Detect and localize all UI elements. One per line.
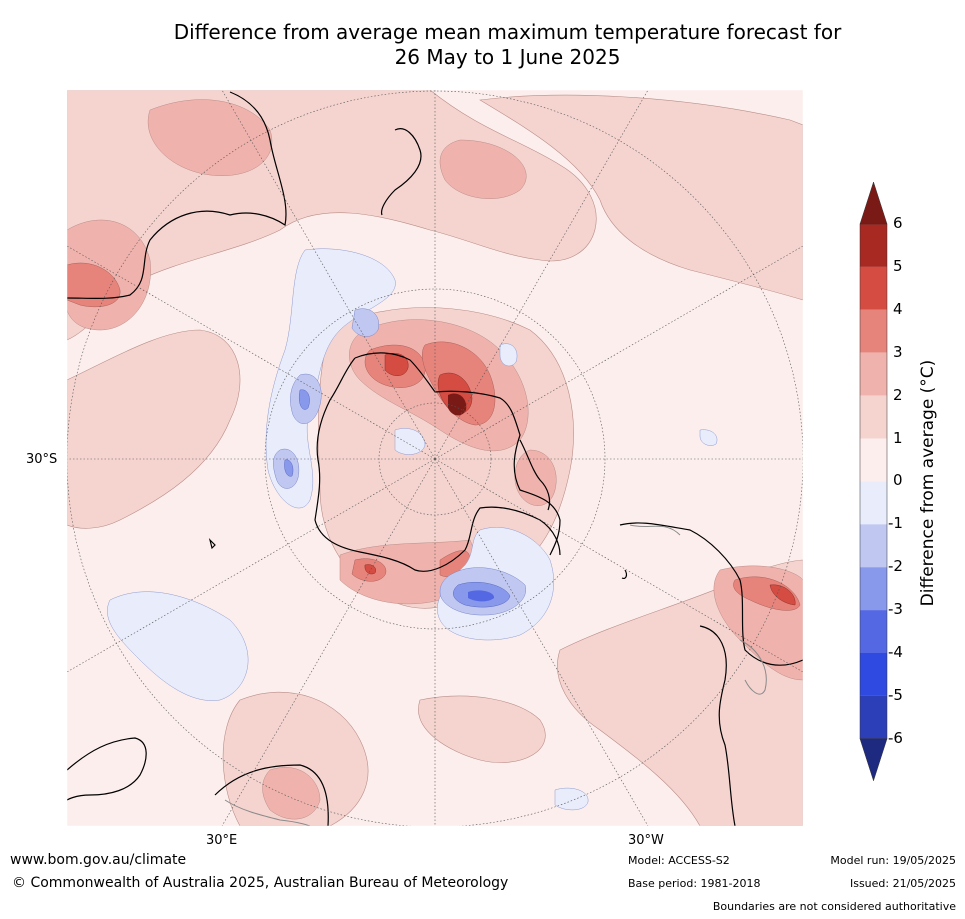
colorbar-tick-label: 5 — [893, 256, 903, 275]
map-title-line2: 26 May to 1 June 2025 — [394, 45, 621, 69]
lat-label-30s: 30°S — [26, 452, 58, 467]
colorbar-tick-label: -6 — [888, 728, 903, 747]
country-boundaries — [224, 524, 767, 826]
colorbar-segment — [860, 695, 887, 739]
colorbar-title: Difference from average (°C) — [918, 359, 938, 607]
footer-disclaimer: Boundaries are not considered authoritat… — [712, 900, 956, 913]
anomaly-regions-minus4 — [468, 590, 495, 602]
colorbar-extend-max — [859, 181, 888, 225]
colorbar-tick-label: 2 — [893, 385, 903, 404]
colorbar-tick-label: -1 — [888, 514, 903, 533]
colorbar-segment — [860, 524, 887, 568]
colorbar-tick-label: 0 — [893, 471, 903, 490]
footer-model: Model: ACCESS-S2 — [628, 854, 730, 867]
colorbar-tick-label: -3 — [888, 600, 903, 619]
colorbar-segment — [860, 653, 887, 696]
colorbar-segment — [860, 266, 887, 310]
colorbar-segment — [860, 438, 887, 482]
lon-label-30e: 30°E — [206, 833, 238, 848]
footer-issued: Issued: 21/05/2025 — [849, 877, 956, 890]
map-title-line1: Difference from average mean maximum tem… — [173, 20, 842, 44]
colorbar-tick-label: -4 — [888, 643, 903, 661]
colorbar-extend-min — [859, 738, 888, 782]
anomaly-regions-plus3 — [67, 262, 801, 611]
footer-copyright: © Commonwealth of Australia 2025, Austra… — [12, 875, 509, 891]
colorbar-tick-label: 6 — [893, 214, 903, 232]
graticule — [67, 90, 803, 826]
colorbar-segment — [860, 395, 887, 439]
colorbar-tick-label: 4 — [893, 299, 903, 318]
colorbar-tick-label: 1 — [893, 428, 903, 447]
map-panel — [67, 90, 803, 826]
colorbar-segment — [860, 610, 887, 653]
coastlines — [67, 91, 803, 826]
colorbar-segment — [860, 224, 887, 267]
colorbar — [859, 181, 888, 782]
lon-label-30w: 30°W — [628, 833, 664, 848]
colorbar-frame — [859, 223, 888, 740]
map-title: Difference from average mean maximum tem… — [0, 20, 965, 70]
colorbar-segment — [860, 567, 887, 611]
colorbar-tick-label: -2 — [888, 557, 903, 576]
map-frame — [66, 89, 804, 827]
colorbar-segment — [860, 309, 887, 353]
footer-model-run: Model run: 19/05/2025 — [830, 854, 956, 867]
colorbar-segment — [860, 481, 887, 525]
colorbar-tick-label: -5 — [888, 685, 903, 704]
colorbar-segment — [860, 352, 887, 396]
colorbar-tick-label: 3 — [893, 342, 903, 361]
footer-website: www.bom.gov.au/climate — [10, 852, 187, 868]
footer-base-period: Base period: 1981-2018 — [628, 877, 761, 890]
